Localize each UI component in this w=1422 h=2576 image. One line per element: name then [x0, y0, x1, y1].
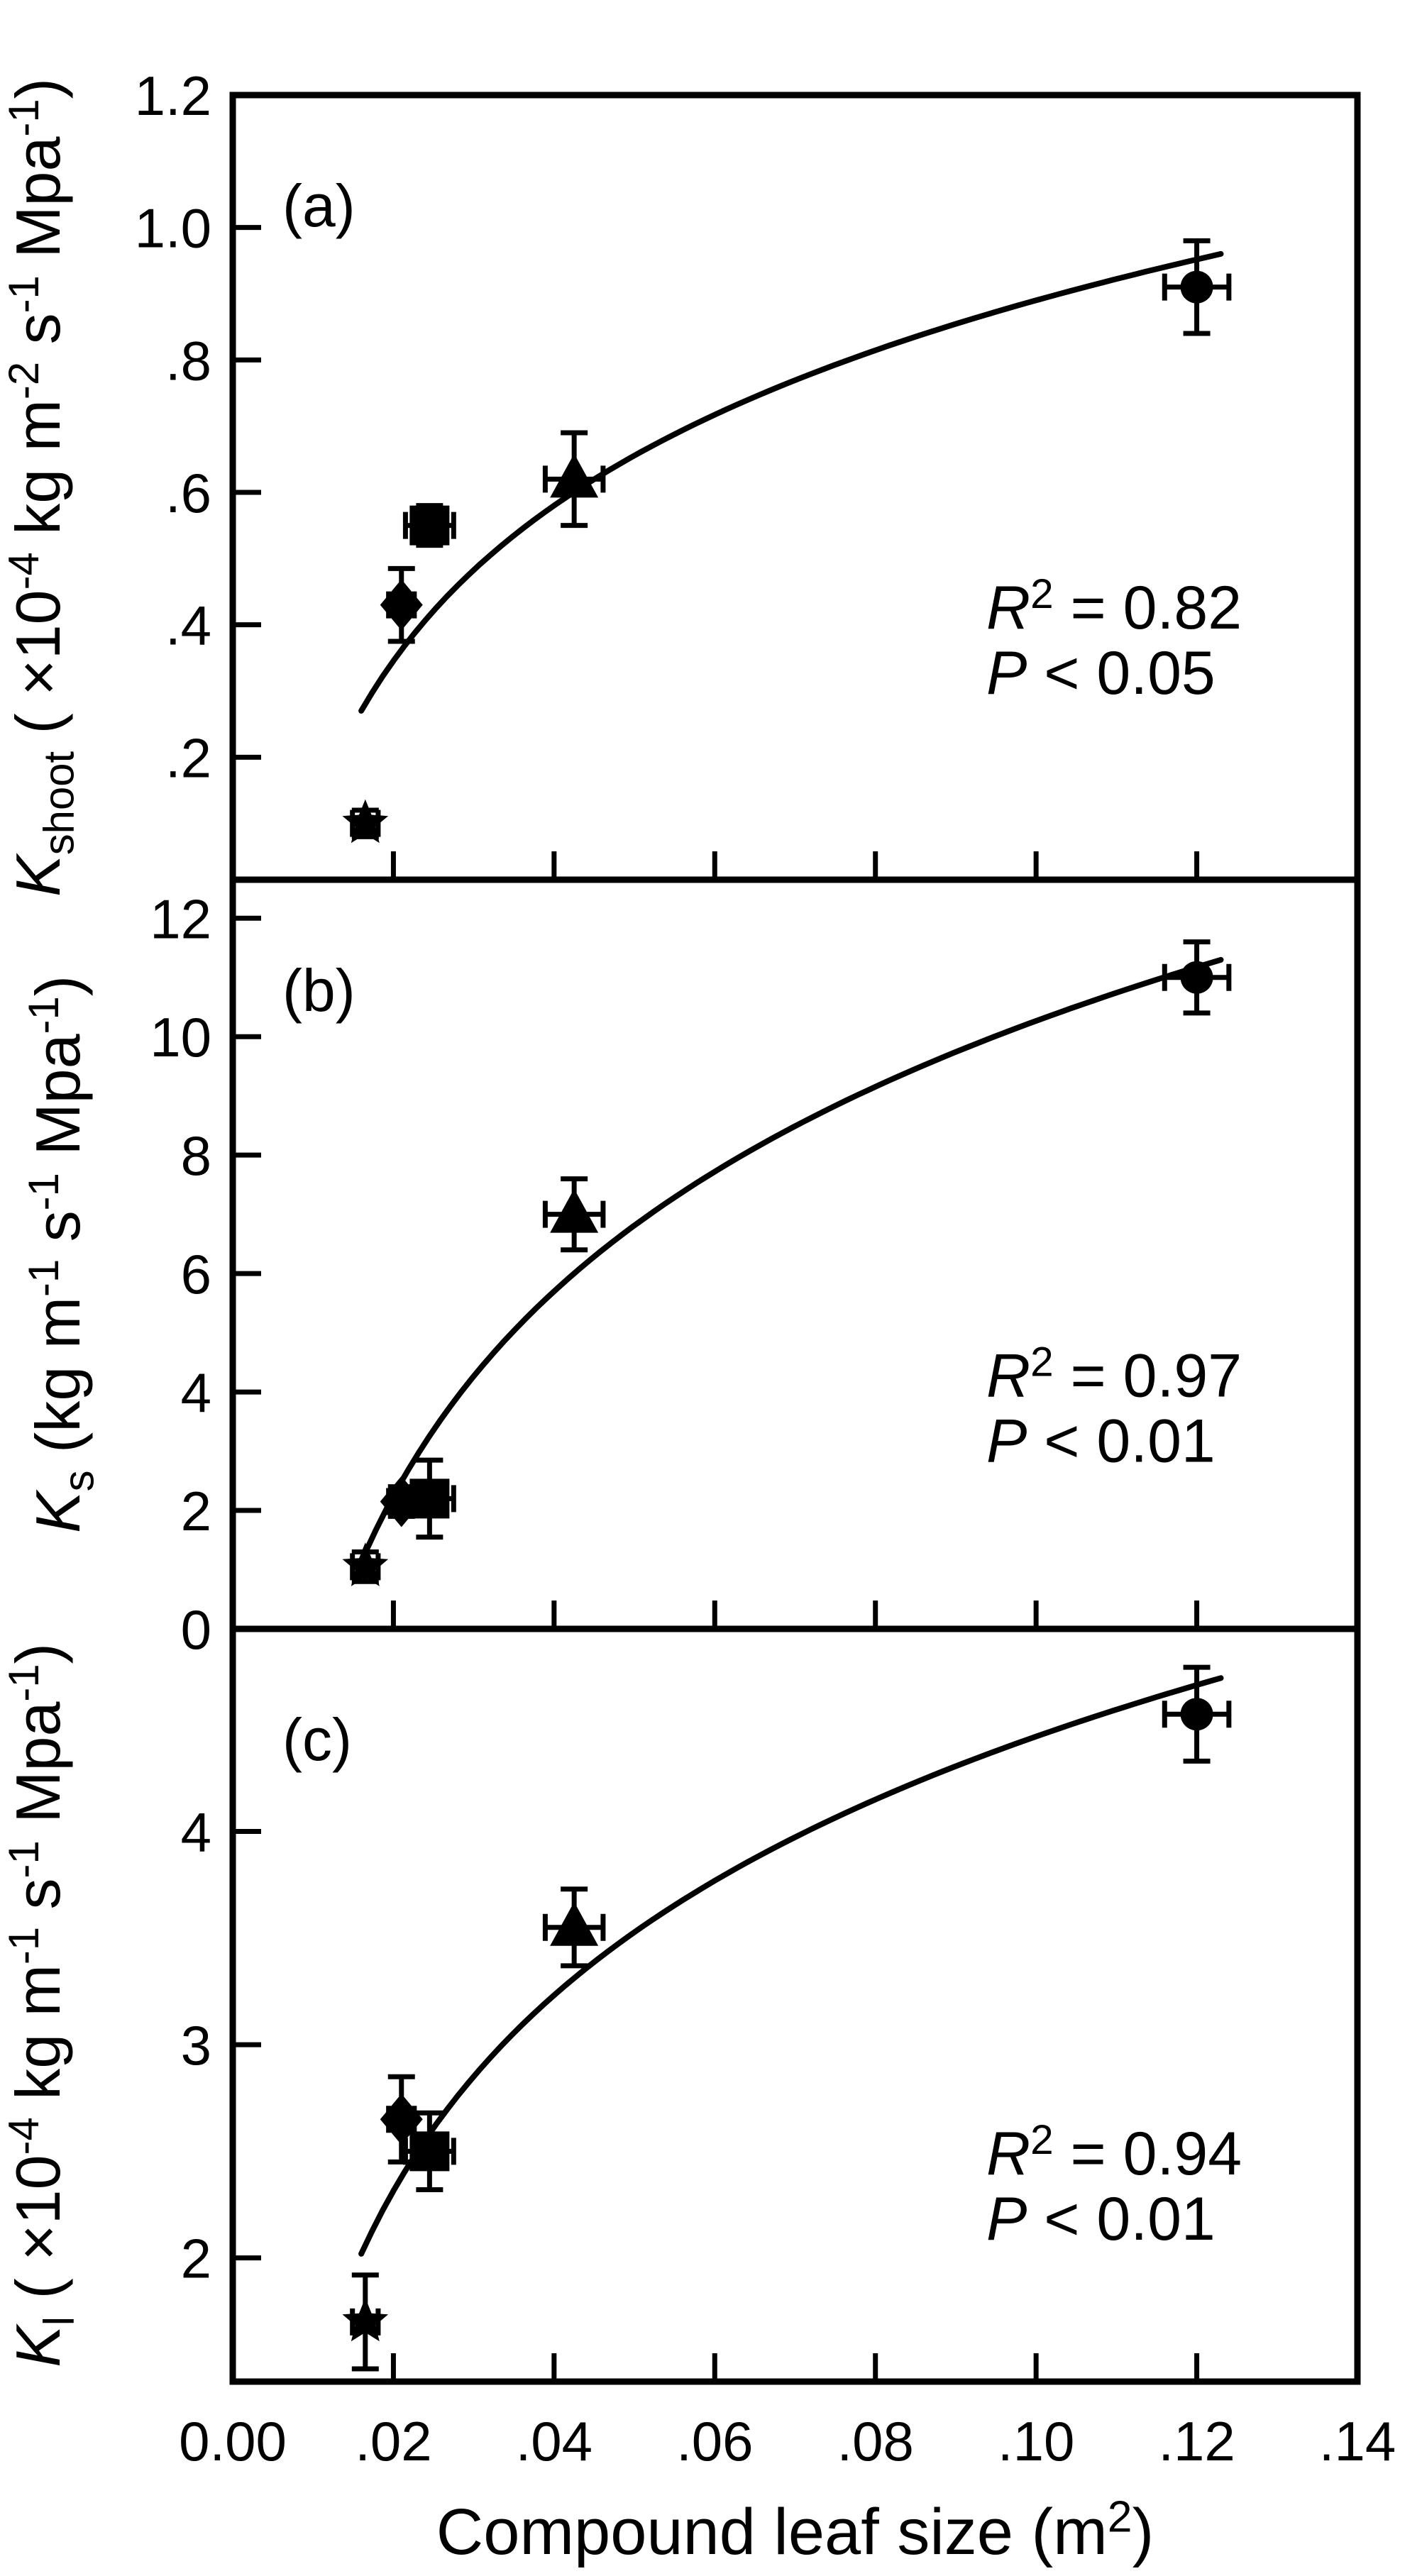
panel-b: 0 2 4 6 8 10 12 (b) R2 = 0.97P < 0.01: [150, 876, 1361, 1661]
y-tick-label: 8: [181, 1124, 211, 1187]
y-tick-label: 10: [150, 1006, 211, 1068]
x-tick-label: .02: [355, 2410, 431, 2472]
x-tick-label: .10: [998, 2410, 1074, 2472]
marker-diamond: [380, 579, 423, 631]
marker-circle: [1180, 270, 1213, 304]
y-tick-label: .2: [165, 726, 211, 789]
p-value-annotation: P < 0.05: [986, 639, 1216, 707]
y-tick-label: 2: [181, 1480, 211, 1542]
marker-circle: [1180, 961, 1213, 994]
x-tick-label: .04: [516, 2410, 592, 2472]
panel-letter: (c): [282, 1706, 352, 1773]
y-axis-title: Kl ( ×10-4 kg m-1 s-1 Mpa-1): [0, 1643, 82, 2367]
y-tick-label: .4: [165, 595, 211, 657]
panel-letter: (b): [282, 957, 356, 1024]
y-tick-label: 6: [181, 1243, 211, 1305]
panel-border: [229, 1625, 1361, 2385]
marker-square: [409, 1478, 450, 1519]
y-tick-label: .8: [165, 329, 211, 392]
panel-a: .2 .4 .6 .8 1.0 1.2 (a) R2 = 0.82P < 0.05: [135, 65, 1361, 883]
marker-circle: [1180, 1698, 1213, 1731]
marker-star: [342, 1542, 389, 1586]
y-axis-title: Ks (kg m-1 s-1 Mpa-1): [20, 975, 102, 1533]
x-axis-title: Compound leaf size (m2): [436, 2492, 1154, 2568]
x-tick-label: .12: [1158, 2410, 1235, 2472]
x-tick-label: .06: [676, 2410, 753, 2472]
marker-triangle: [550, 453, 599, 498]
p-value-annotation: P < 0.01: [986, 2185, 1216, 2253]
y-tick-label: 1.0: [135, 197, 211, 260]
panel-border: [229, 92, 1361, 883]
y-tick-label: 4: [181, 1361, 211, 1424]
marker-triangle: [550, 1188, 599, 1233]
r-squared-annotation: R2 = 0.82: [986, 571, 1242, 642]
y-tick-label: 1.2: [135, 65, 211, 127]
marker-star: [342, 799, 389, 844]
r-squared-annotation: R2 = 0.97: [986, 1339, 1242, 1410]
r-squared-annotation: R2 = 0.94: [986, 2117, 1242, 2188]
fit-curve: [362, 956, 1224, 1556]
x-tick-label: 0.00: [179, 2410, 287, 2472]
fit-curve: [358, 1675, 1224, 2257]
marker-triangle: [550, 1901, 599, 1946]
y-tick-label: 2: [181, 2228, 211, 2290]
marker-star: [342, 2297, 389, 2342]
x-tick-label: .14: [1319, 2410, 1396, 2472]
y-tick-label: 4: [181, 1801, 211, 1864]
fit-curve: [358, 250, 1224, 714]
y-tick-label: .6: [165, 462, 211, 524]
panel-letter: (a): [282, 172, 356, 239]
x-tick-label: .08: [837, 2410, 913, 2472]
y-tick-label: 3: [181, 2014, 211, 2077]
p-value-annotation: P < 0.01: [986, 1408, 1216, 1476]
y-tick-label: 0: [181, 1598, 211, 1661]
marker-square: [409, 2131, 450, 2172]
y-tick-label: 12: [150, 888, 211, 950]
marker-square: [409, 505, 450, 546]
y-axis-title: Kshoot ( ×10-4 kg m-2 s-1 Mpa-1): [0, 78, 82, 897]
panel-c: 2 3 4 (c) R2 = 0.94P < 0.01: [181, 1625, 1361, 2385]
